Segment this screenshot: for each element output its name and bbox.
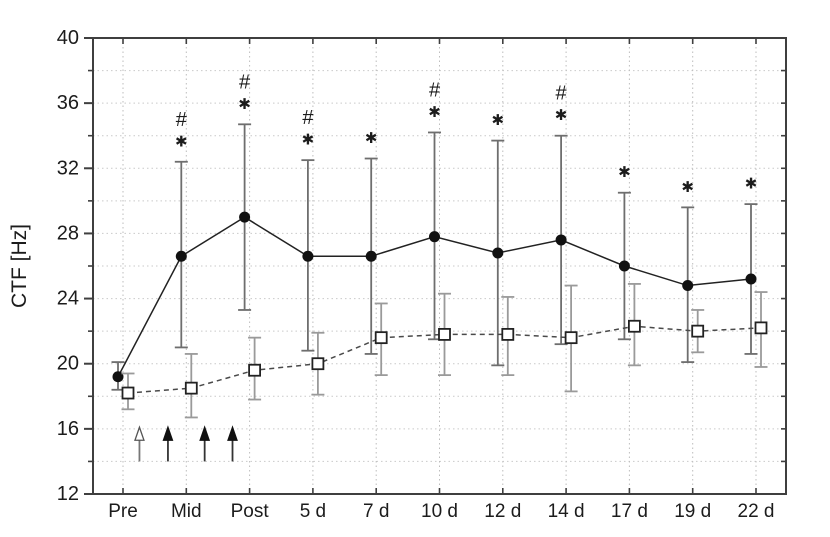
data-point-marker [628, 319, 641, 333]
x-tick-label: 19 d [674, 501, 711, 522]
series-filled-circle-series [111, 123, 758, 391]
x-tick-label: 10 d [421, 501, 458, 522]
data-point-marker [112, 371, 124, 383]
asterisk-annotation: ✱ [365, 130, 378, 147]
x-tick-label: 17 d [611, 501, 648, 522]
arrows [134, 425, 238, 462]
data-point-marker [239, 211, 251, 223]
data-point-marker [492, 247, 504, 259]
x-tick-label: 5 d [300, 501, 326, 522]
y-tick-label: 40 [57, 27, 79, 49]
filled-arrow-head-icon [227, 425, 238, 441]
series-open-square-series [121, 283, 768, 419]
y-tick-label: 28 [57, 222, 79, 244]
asterisk-annotation: ✱ [681, 179, 694, 196]
y-axis: 12 16 20 24 28 32 36 40 [57, 27, 786, 505]
y-axis-title: CTF [Hz] [8, 224, 31, 308]
x-tick-label: 7 d [363, 501, 389, 522]
data-point-marker [618, 260, 630, 272]
x-tick-label: 12 d [484, 501, 521, 522]
data-point-marker [745, 273, 757, 285]
hash-annotation: # [429, 79, 441, 101]
hash-annotation: # [302, 107, 314, 129]
x-axis: Pre Mid Post 5 d 7 d 10 d 12 d 14 d 17 d 19 d 22 d [108, 38, 774, 522]
x-tick-label: 14 d [548, 501, 585, 522]
data-point-marker [691, 324, 705, 338]
hash-annotation: # [239, 71, 251, 93]
y-tick-label: 36 [57, 92, 79, 114]
hash-annotation: # [176, 109, 188, 131]
data-point-marker [754, 321, 768, 335]
asterisk-annotation: ✱ [238, 96, 251, 113]
x-tick-label: Post [231, 501, 270, 522]
y-tick-label: 16 [57, 418, 79, 440]
x-tick-label: 22 d [738, 501, 775, 522]
data-point-marker [311, 357, 325, 371]
filled-arrow-head-icon [199, 425, 211, 441]
data-point-marker [248, 363, 262, 377]
significance-annotations: ✱ # ✱ # ✱ # ✱ ✱ # ✱ ✱ # ✱ ✱ ✱ [175, 71, 757, 196]
y-tick-label: 20 [57, 353, 79, 375]
hash-annotation: # [556, 83, 568, 105]
data-point-marker [501, 327, 515, 341]
gridlines [93, 38, 786, 494]
data-point-marker [682, 280, 694, 292]
data-point-marker [374, 331, 388, 345]
data-point-marker [302, 250, 314, 262]
asterisk-annotation: ✱ [618, 164, 631, 181]
y-tick-label: 24 [57, 288, 79, 310]
asterisk-annotation: ✱ [492, 112, 505, 129]
data-point-marker [555, 234, 567, 246]
filled-arrow-head-icon [162, 425, 174, 441]
asterisk-annotation: ✱ [302, 132, 315, 149]
y-tick-label: 32 [57, 157, 79, 179]
asterisk-annotation: ✱ [555, 107, 568, 124]
asterisk-annotation: ✱ [745, 176, 758, 193]
data-point-marker [175, 250, 187, 262]
data-point-marker [365, 250, 377, 262]
data-point-marker [429, 231, 440, 243]
data-point-marker [121, 386, 135, 400]
data-point-marker [438, 327, 451, 341]
open-arrow-head-icon [134, 425, 145, 441]
y-tick-label: 12 [57, 483, 79, 505]
data-point-marker [564, 331, 578, 345]
x-tick-label: Pre [108, 501, 138, 522]
asterisk-annotation: ✱ [175, 133, 188, 150]
x-tick-label: Mid [171, 501, 202, 522]
data-point-marker [184, 381, 198, 395]
asterisk-annotation: ✱ [428, 104, 441, 121]
